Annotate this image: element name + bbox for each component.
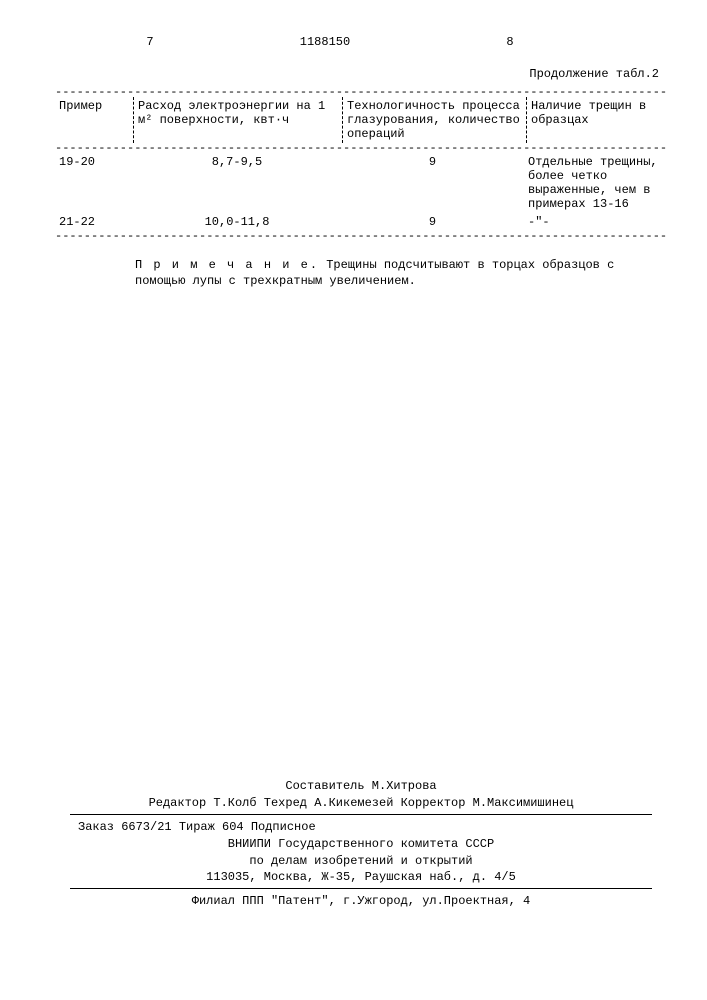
table-bottom-rule: ----------------------------------------… xyxy=(55,231,667,241)
data-table-body: 19-20 8,7-9,5 9 Отдельные трещины, более… xyxy=(55,153,667,231)
footer-rule-2 xyxy=(70,888,652,889)
page-num-left: 7 xyxy=(55,35,245,49)
footer-compiler: Составитель М.Хитрова xyxy=(70,778,652,795)
page-header: 7 1188150 8 xyxy=(55,35,667,49)
data-table: Пример Расход электроэнергии на 1 м² пов… xyxy=(55,97,667,143)
cell-tech: 9 xyxy=(341,213,524,231)
note-block: П р и м е ч а н и е. Трещины подсчитываю… xyxy=(55,257,667,289)
col-header-cracks: Наличие трещин в образцах xyxy=(527,97,668,143)
table-row: 19-20 8,7-9,5 9 Отдельные трещины, более… xyxy=(55,153,667,213)
table-row: 21-22 10,0-11,8 9 -"- xyxy=(55,213,667,231)
col-header-tech: Технологичность процесса глазурования, к… xyxy=(343,97,527,143)
cell-example: 21-22 xyxy=(55,213,133,231)
page-root: 7 1188150 8 Продолжение табл.2 ---------… xyxy=(0,0,707,1000)
table-top-rule: ----------------------------------------… xyxy=(55,87,667,97)
doc-number: 1188150 xyxy=(245,35,405,49)
footer-org: ВНИИПИ Государственного комитета СССР xyxy=(70,836,652,853)
col-header-example: Пример xyxy=(55,97,134,143)
footer-rule-1 xyxy=(70,814,652,815)
page-num-right: 8 xyxy=(405,35,615,49)
table-header-row: Пример Расход электроэнергии на 1 м² пов… xyxy=(55,97,667,143)
col-header-energy: Расход электроэнергии на 1 м² поверхност… xyxy=(134,97,343,143)
cell-energy: 8,7-9,5 xyxy=(133,153,341,213)
footer-address: 113035, Москва, Ж-35, Раушская наб., д. … xyxy=(70,869,652,886)
footer-order: Заказ 6673/21 Тираж 604 Подписное xyxy=(70,819,652,836)
note-label: П р и м е ч а н и е. xyxy=(135,258,319,272)
cell-cracks: Отдельные трещины, более четко выраженны… xyxy=(524,153,667,213)
cell-example: 19-20 xyxy=(55,153,133,213)
table-mid-rule: ----------------------------------------… xyxy=(55,143,667,153)
cell-tech: 9 xyxy=(341,153,524,213)
table-continuation-label: Продолжение табл.2 xyxy=(55,67,667,81)
cell-cracks: -"- xyxy=(524,213,667,231)
footer-block: Составитель М.Хитрова Редактор Т.Колб Те… xyxy=(70,778,652,910)
footer-staff: Редактор Т.Колб Техред А.Кикемезей Корре… xyxy=(70,795,652,812)
footer-branch: Филиал ППП "Патент", г.Ужгород, ул.Проек… xyxy=(70,893,652,910)
footer-dept: по делам изобретений и открытий xyxy=(70,853,652,870)
cell-energy: 10,0-11,8 xyxy=(133,213,341,231)
